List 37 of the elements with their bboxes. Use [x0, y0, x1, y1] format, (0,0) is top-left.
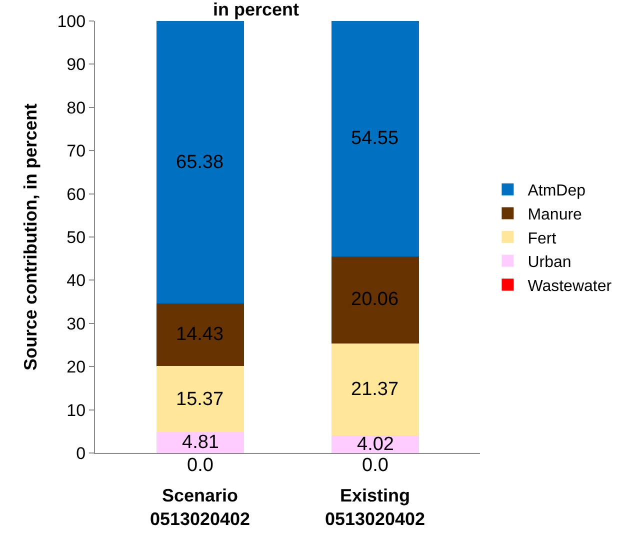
- data-label: 0.0: [187, 455, 214, 476]
- data-label: 4.02: [357, 434, 394, 455]
- y-tick-label: 30: [66, 314, 86, 334]
- y-tick-label: 20: [66, 358, 86, 377]
- bar: [156, 366, 244, 432]
- data-label: 15.37: [176, 389, 224, 410]
- data-label: 65.38: [176, 152, 224, 173]
- y-tick-label: 60: [66, 184, 86, 204]
- data-label: 21.37: [351, 379, 399, 400]
- x-tick-label: Scenario 0513020402: [150, 486, 250, 529]
- legend-label: Manure: [528, 206, 582, 224]
- data-label: 4.81: [182, 432, 219, 453]
- legend-label: Urban: [528, 254, 572, 272]
- bar: [331, 343, 419, 436]
- legend-label: Fert: [528, 230, 557, 248]
- bar: [156, 303, 244, 366]
- y-tick-label: 10: [66, 400, 86, 420]
- data-label: 54.55: [351, 128, 399, 149]
- data-label: 0.0: [362, 455, 388, 476]
- y-tick-label: 70: [66, 142, 86, 161]
- legend-label: Wastewater: [528, 278, 612, 295]
- bar: [331, 21, 419, 257]
- legend-label: AtmDep: [528, 182, 586, 200]
- y-tick-label: 80: [66, 98, 86, 118]
- x-tick-label: Existing 0513020402: [324, 486, 426, 529]
- y-tick-label: 90: [66, 55, 86, 74]
- data-label: 20.06: [351, 289, 399, 310]
- data-label: 14.43: [176, 324, 224, 345]
- y-axis-title: Source contribution, in percent: [20, 103, 40, 371]
- y-tick-label: 0: [76, 444, 86, 463]
- y-tick-label: 50: [66, 228, 86, 247]
- chart-title: in percent: [212, 0, 300, 20]
- y-tick-label: 100: [57, 12, 86, 31]
- bar: [156, 21, 244, 304]
- bar: [331, 256, 419, 344]
- y-tick-label: 40: [66, 271, 86, 290]
- bar: [156, 432, 244, 453]
